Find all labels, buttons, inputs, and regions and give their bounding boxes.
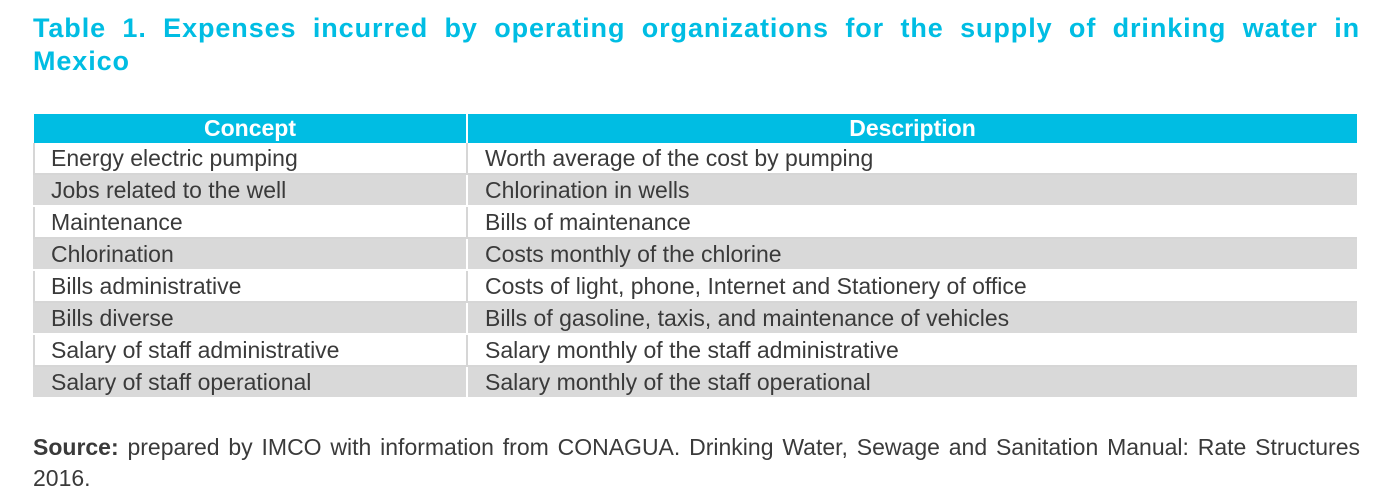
source-note: Source: prepared by IMCO with informatio… [33, 432, 1360, 494]
source-text: prepared by IMCO with information from C… [33, 434, 1360, 491]
table-row: Salary of staff administrative Salary mo… [33, 334, 1357, 367]
concept-cell: Energy electric pumping [33, 143, 468, 175]
concept-cell: Chlorination [33, 238, 468, 271]
concept-cell: Bills administrative [33, 270, 468, 303]
table-header-row: Concept Description [34, 114, 1357, 143]
description-cell: Worth average of the cost by pumping [467, 143, 1357, 175]
description-cell: Costs monthly of the chlorine [467, 238, 1357, 271]
expenses-table: Concept Description Energy electric pump… [33, 114, 1357, 399]
concept-cell: Maintenance [33, 206, 468, 239]
description-cell: Salary monthly of the staff operational [467, 366, 1357, 399]
concept-cell: Jobs related to the well [33, 174, 468, 207]
table-title: Table 1. Expenses incurred by operating … [33, 13, 1360, 76]
table-row: Maintenance Bills of maintenance [33, 206, 1357, 239]
column-header-concept: Concept [34, 114, 468, 143]
table-row: Jobs related to the well Chlorination in… [33, 174, 1357, 207]
table-row: Energy electric pumping Worth average of… [33, 143, 1357, 175]
column-header-description: Description [467, 114, 1357, 143]
description-cell: Costs of light, phone, Internet and Stat… [467, 270, 1357, 303]
description-cell: Bills of gasoline, taxis, and maintenanc… [467, 302, 1357, 335]
description-cell: Salary monthly of the staff administrati… [467, 334, 1357, 367]
table-row: Bills diverse Bills of gasoline, taxis, … [33, 302, 1357, 335]
description-cell: Chlorination in wells [467, 174, 1357, 207]
description-cell: Bills of maintenance [467, 206, 1357, 239]
table-row: Chlorination Costs monthly of the chlori… [33, 238, 1357, 271]
table-row: Bills administrative Costs of light, pho… [33, 270, 1357, 303]
table-row: Salary of staff operational Salary month… [33, 366, 1357, 399]
concept-cell: Salary of staff operational [33, 366, 468, 399]
source-label: Source: [33, 434, 119, 460]
concept-cell: Salary of staff administrative [33, 334, 468, 367]
concept-cell: Bills diverse [33, 302, 468, 335]
